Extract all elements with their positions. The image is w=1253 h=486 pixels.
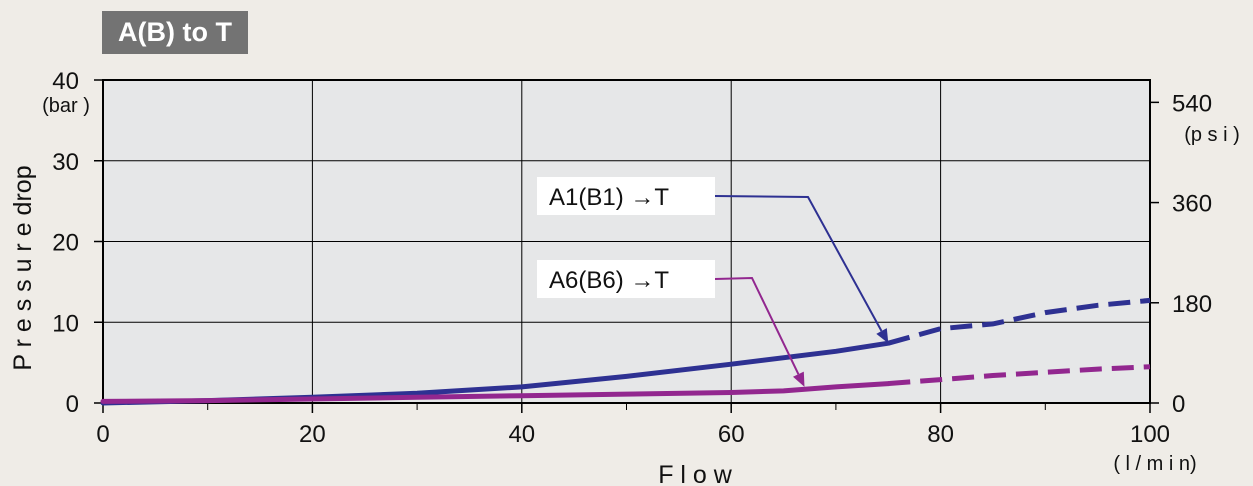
x-tick-label: 40 xyxy=(508,421,535,448)
x-tick-label: 20 xyxy=(299,421,326,448)
y-tick-label: 30 xyxy=(52,149,79,176)
y2-tick-label: 360 xyxy=(1172,191,1212,218)
series-layer xyxy=(100,297,1151,406)
callout-leader-2 xyxy=(714,276,800,375)
series-line-1-extrapolated xyxy=(887,297,1151,346)
y2-axis-unit: (p s i ) xyxy=(1184,124,1240,146)
grid xyxy=(103,80,1150,403)
callout-leader-1 xyxy=(714,195,883,332)
series-line-2 xyxy=(100,381,891,404)
y-tick-label: 40 xyxy=(52,68,79,95)
annotation-layer: A1(B1) →T A6(B6) →T xyxy=(537,177,889,387)
y2-tick-label: 540 xyxy=(1172,90,1212,117)
callout-label-2: A6(B6) →T xyxy=(549,267,669,294)
series-line-2-extrapolated xyxy=(888,364,1151,387)
y-axis-unit: (bar ) xyxy=(42,95,90,117)
x-axis-label: F l o w xyxy=(658,461,733,486)
y-tick-label: 0 xyxy=(66,391,79,418)
y2-tick-label: 0 xyxy=(1172,391,1185,418)
y-tick-label: 20 xyxy=(52,230,79,257)
x-tick-label: 60 xyxy=(718,421,745,448)
callout-box-2 xyxy=(537,260,715,298)
chart-title: A(B) to T xyxy=(102,11,248,54)
callout-label-1: A1(B1) →T xyxy=(549,184,669,211)
callout-arrowhead-1 xyxy=(876,328,889,344)
x-tick-label: 0 xyxy=(96,421,109,448)
y-axis-label: P r e s s u r e drop xyxy=(9,165,37,370)
x-axis-unit: ( l / m i n) xyxy=(1113,453,1196,475)
y2-tick-label: 180 xyxy=(1172,291,1212,318)
y-tick-label: 10 xyxy=(52,310,79,337)
callout-arrowhead-2 xyxy=(793,371,805,387)
x-tick-label: 80 xyxy=(927,421,954,448)
x-tick-label: 100 xyxy=(1130,421,1170,448)
callout-box-1 xyxy=(537,177,715,215)
